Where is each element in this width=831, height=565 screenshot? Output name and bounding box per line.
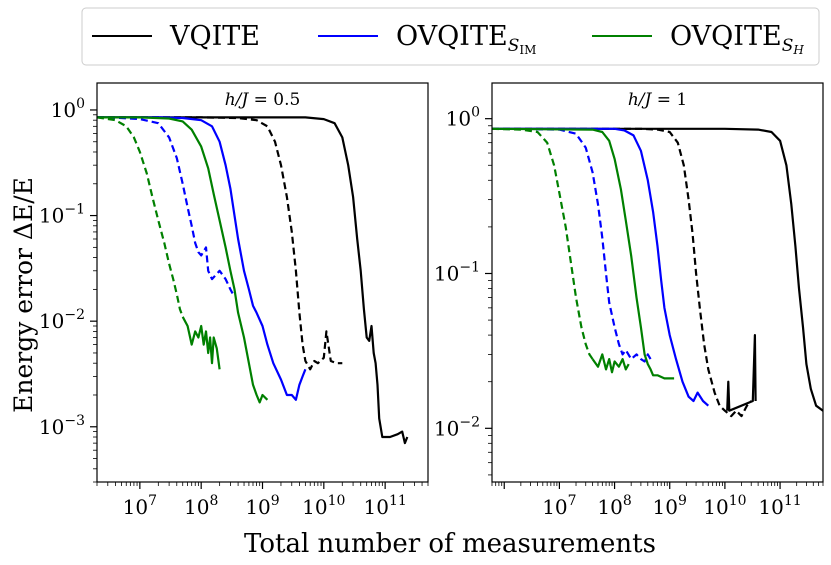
legend-label-ovqite-sh: OVQITESH bbox=[670, 21, 804, 57]
series-line bbox=[726, 334, 757, 412]
legend-label-ovqite-sim: OVQITESIM bbox=[396, 21, 536, 57]
legend-label-ovqite-sim-sub: S bbox=[508, 36, 520, 56]
series-group bbox=[97, 116, 409, 445]
x-tick-label: 108 bbox=[184, 493, 218, 519]
y-tick-label: 10−1 bbox=[39, 202, 85, 228]
legend-label-vqite: VQITE bbox=[169, 21, 260, 52]
series-line bbox=[97, 116, 234, 295]
series-line bbox=[97, 116, 409, 445]
panel-right: 107 108 109 1010 1011 100 10−1 10−2 h/J = 1 bbox=[434, 82, 824, 519]
y-tick-label: 10−2 bbox=[434, 414, 480, 440]
y-axis-label: Energy error ΔE/E bbox=[9, 177, 38, 413]
panel-title: h/J = 0.5 bbox=[225, 90, 301, 110]
y-tick-label: 100 bbox=[51, 96, 85, 122]
x-tick-label: 107 bbox=[123, 493, 157, 519]
legend-label-ovqite-sh-sub: S bbox=[782, 36, 794, 56]
series-line bbox=[181, 316, 221, 370]
x-tick-label: 109 bbox=[245, 493, 279, 519]
x-tick-label: 1010 bbox=[703, 493, 746, 519]
panel-left: 107 108 109 1010 1011 100 10−1 10−2 10−3 h/J = 0.… bbox=[39, 82, 429, 519]
plot-frame bbox=[491, 82, 824, 483]
x-tick-label: 1011 bbox=[363, 493, 406, 519]
series-line bbox=[492, 127, 652, 363]
y-tick-label: 10−2 bbox=[39, 307, 85, 333]
y-tick-label: 10−3 bbox=[39, 413, 85, 439]
series-line bbox=[492, 127, 710, 407]
y-tick-label: 10−1 bbox=[434, 259, 480, 285]
series-line bbox=[97, 116, 269, 404]
legend: VQITE OVQITESIM OVQITESH bbox=[81, 7, 820, 66]
legend-label-ovqite-sh-main: OVQITE bbox=[670, 21, 782, 52]
series-line bbox=[97, 116, 343, 371]
x-tick-label: 1010 bbox=[302, 493, 345, 519]
legend-label-ovqite-sh-subsub: H bbox=[792, 43, 804, 57]
x-tick-label: 108 bbox=[597, 493, 631, 519]
x-tick-label: 107 bbox=[542, 493, 576, 519]
panel-title: h/J = 1 bbox=[628, 90, 687, 110]
series-line bbox=[492, 127, 675, 380]
series-line bbox=[492, 127, 823, 412]
series-line bbox=[591, 353, 630, 374]
x-axis-label: Total number of measurements bbox=[244, 529, 656, 559]
legend-label-ovqite-sim-subsub: IM bbox=[519, 43, 536, 57]
legend-frame bbox=[81, 7, 820, 66]
x-tick-label: 109 bbox=[653, 493, 687, 519]
series-line bbox=[97, 116, 307, 401]
plot-frame bbox=[96, 82, 429, 483]
series-line bbox=[97, 116, 184, 318]
legend-label-ovqite-sim-main: OVQITE bbox=[396, 21, 508, 52]
y-tick-label: 100 bbox=[446, 105, 480, 131]
series-group bbox=[492, 127, 823, 418]
series-line bbox=[492, 127, 594, 360]
series-line bbox=[492, 127, 753, 418]
x-tick-label: 1011 bbox=[758, 493, 801, 519]
ticks bbox=[90, 109, 429, 489]
ticks bbox=[485, 118, 824, 489]
